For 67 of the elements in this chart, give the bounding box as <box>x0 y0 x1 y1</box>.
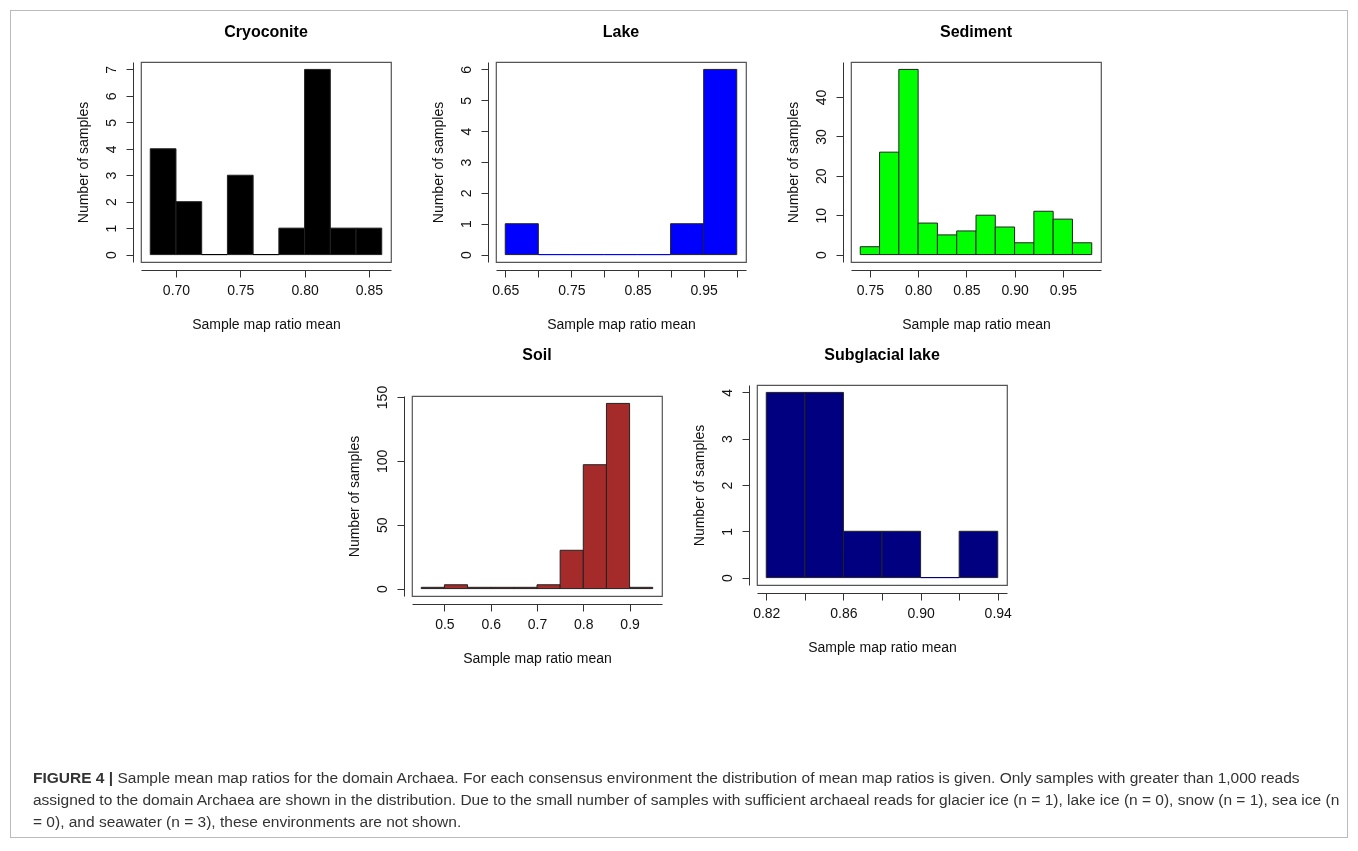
y-tick-label: 1 <box>718 527 734 536</box>
y-tick-label: 0 <box>812 250 829 259</box>
y-tick-label: 3 <box>457 158 474 167</box>
y-tick-label: 6 <box>102 92 119 101</box>
chart-title: Soil <box>521 346 552 364</box>
y-axis-title: Number of samples <box>74 101 91 224</box>
x-tick-label: 0.86 <box>829 604 858 621</box>
chart-title: Subglacial lake <box>823 346 940 363</box>
y-tick-label: 6 <box>457 65 474 74</box>
caption: FIGURE 4 | Sample mean map ratios for the domain Archaea. For each consensus environment the distribution of mean map ratios is given. Only samples with greater than 1,000 reads assigned to the domain Archaea are shown in the distribution. Due to the small number of samples with sufficient archaeal reads for glacier ice (n = 1), lake ice (n = 0), snow (n = 1), sea ice (n = 0), and seawater (n = 3), these environments are not shown. <box>33 768 1341 832</box>
x-axis-title: Sample map ratio mean <box>192 315 341 332</box>
y-tick-label: 0 <box>718 573 734 582</box>
x-tick-label: 0.75 <box>227 281 255 298</box>
y-tick-label: 1 <box>102 224 119 233</box>
x-axis-title: Sample map ratio mean <box>807 638 957 655</box>
y-tick-label: 100 <box>373 449 389 474</box>
y-tick-label: 1 <box>457 220 474 229</box>
x-tick-label: 0.8 <box>573 615 594 632</box>
y-tick-label: 2 <box>102 198 119 207</box>
x-tick-label: 0.6 <box>480 615 501 632</box>
y-tick-label: 20 <box>812 168 829 185</box>
y-tick-label: 7 <box>102 65 119 74</box>
y-tick-label: 0 <box>373 584 389 593</box>
y-tick-label: 4 <box>457 127 474 136</box>
x-tick-label: 0.75 <box>856 281 885 298</box>
y-tick-label: 3 <box>102 171 119 180</box>
x-tick-label: 0.75 <box>558 281 586 298</box>
y-tick-label: 5 <box>457 96 474 105</box>
y-axis-title: Number of samples <box>784 101 801 224</box>
x-axis-title: Sample map ratio mean <box>902 315 1051 332</box>
y-axis-title: Number of samples <box>429 101 446 224</box>
y-tick-label: 40 <box>812 89 829 106</box>
x-tick-label: 0.82 <box>752 604 781 621</box>
x-tick-label: 0.90 <box>1001 281 1029 298</box>
chart-title: Lake <box>602 23 640 40</box>
chart-title: Cryoconite <box>224 23 308 40</box>
y-tick-label: 10 <box>812 207 829 224</box>
y-tick-label: 50 <box>373 517 389 534</box>
y-tick-label: 30 <box>812 128 829 145</box>
y-tick-label: 0 <box>102 250 119 259</box>
x-axis-title: Sample map ratio mean <box>547 315 696 332</box>
x-tick-label: 0.95 <box>1049 281 1078 298</box>
y-axis-title: Number of samples <box>345 435 361 558</box>
x-tick-label: 0.85 <box>355 281 384 298</box>
x-tick-label: 0.85 <box>953 281 981 298</box>
y-tick-label: 3 <box>718 435 734 444</box>
x-tick-label: 0.70 <box>162 281 191 298</box>
x-tick-label: 0.9 <box>619 615 640 632</box>
x-tick-label: 0.7 <box>527 615 547 632</box>
y-tick-label: 4 <box>102 145 119 154</box>
x-axis-title: Sample map ratio mean <box>462 649 612 666</box>
x-tick-label: 0.95 <box>690 281 719 298</box>
x-tick-label: 0.85 <box>624 281 652 298</box>
x-tick-label: 0.90 <box>906 604 935 621</box>
y-tick-label: 0 <box>457 250 474 259</box>
y-tick-label: 2 <box>718 481 734 490</box>
y-tick-label: 2 <box>457 189 474 198</box>
x-tick-label: 0.80 <box>291 281 319 298</box>
x-tick-label: 0.65 <box>492 281 520 298</box>
y-axis-title: Number of samples <box>690 424 706 547</box>
y-tick-label: 150 <box>373 385 389 410</box>
x-tick-label: 0.94 <box>984 604 1012 621</box>
chart-title: Sediment <box>939 23 1013 40</box>
x-tick-label: 0.5 <box>434 615 455 632</box>
y-tick-label: 5 <box>102 118 119 127</box>
y-tick-label: 4 <box>718 388 734 397</box>
x-tick-label: 0.80 <box>905 281 933 298</box>
